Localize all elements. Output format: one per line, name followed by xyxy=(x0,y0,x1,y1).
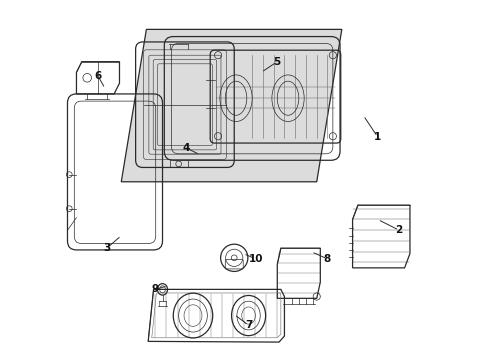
Text: 3: 3 xyxy=(103,243,111,253)
Text: 2: 2 xyxy=(395,225,403,235)
Text: 7: 7 xyxy=(245,320,252,330)
Text: 1: 1 xyxy=(374,132,381,142)
Text: 8: 8 xyxy=(324,254,331,264)
Text: 9: 9 xyxy=(152,284,159,294)
Text: 4: 4 xyxy=(182,143,190,153)
Polygon shape xyxy=(122,30,342,182)
Text: 10: 10 xyxy=(248,254,263,264)
Text: 6: 6 xyxy=(95,71,101,81)
Text: 5: 5 xyxy=(273,57,281,67)
